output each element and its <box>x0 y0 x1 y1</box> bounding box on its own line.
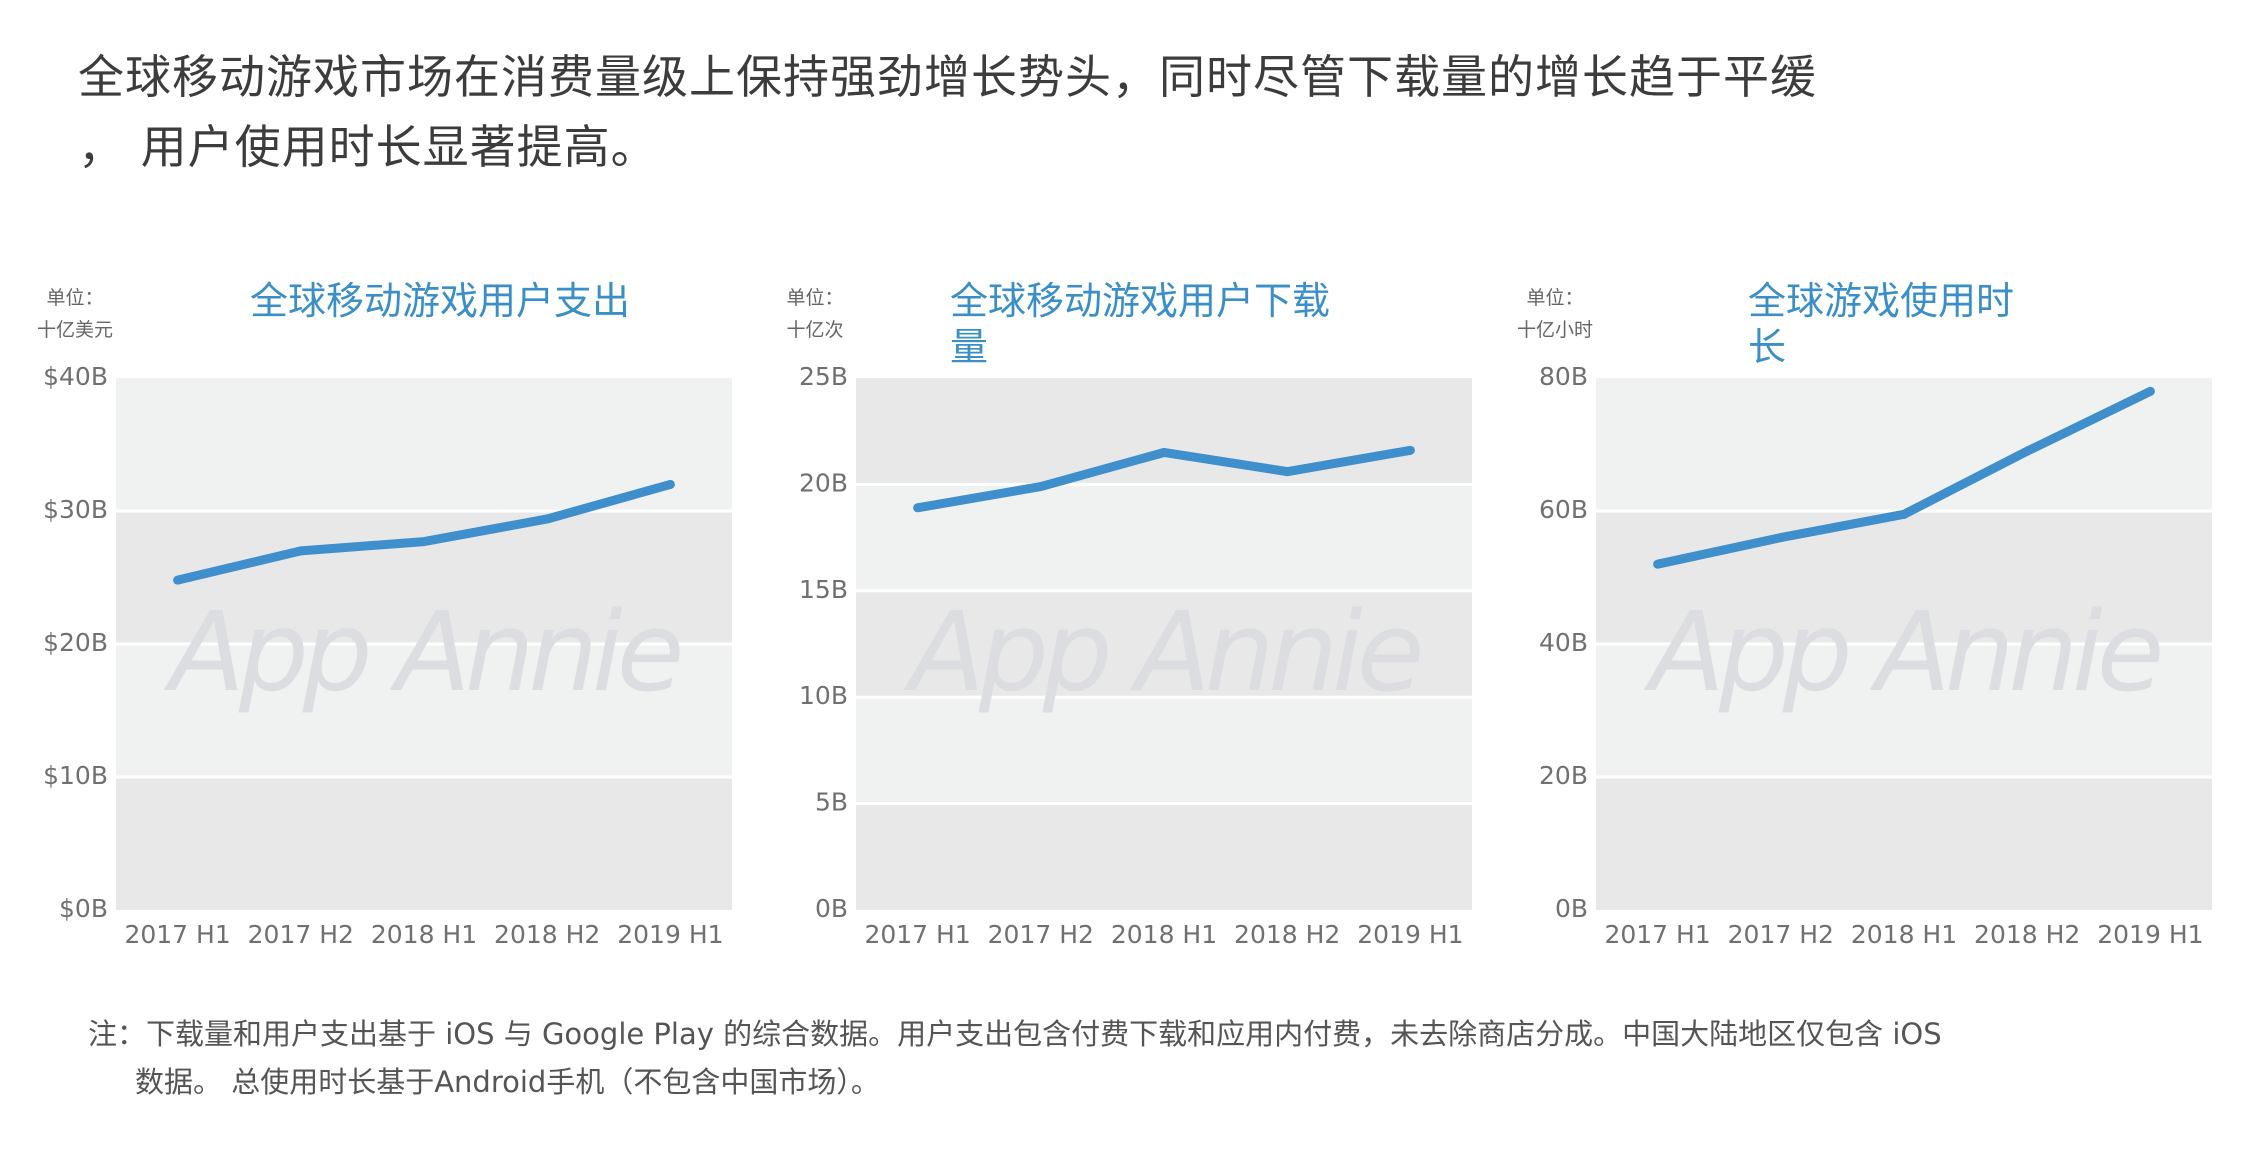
y-tick-label: $20B <box>43 628 108 657</box>
data-point <box>665 479 675 489</box>
data-point <box>1405 445 1415 455</box>
plot-band <box>1596 644 2212 777</box>
footnote: 注：下载量和用户支出基于 iOS 与 Google Play 的综合数据。用户支… <box>88 1010 2188 1106</box>
data-point <box>1159 447 1169 457</box>
x-tick-label: 2017 H2 <box>248 920 354 949</box>
plot-band <box>116 644 732 777</box>
chart-title: 全球移动游戏用户支出 <box>250 279 631 323</box>
chart-panel-spending: 单位： 十亿美元 全球移动游戏用户支出 App Annie $0B $10B $20B… <box>20 270 740 950</box>
data-point <box>1899 509 1909 519</box>
x-tick-label: 2017 H2 <box>1728 920 1834 949</box>
headline-line-1: 全球移动游戏市场在消费量级上保持强劲增长势头，同时尽管下载量的增长趋于平缓 <box>78 50 1817 104</box>
x-tick-label: 2018 H2 <box>1234 920 1340 949</box>
unit-label-line-2: 十亿美元 <box>36 319 113 341</box>
x-tick-label: 2019 H1 <box>2097 920 2203 949</box>
plot-band <box>856 590 1472 698</box>
data-point <box>2145 386 2155 396</box>
data-point <box>2022 446 2032 456</box>
y-tick-label: $0B <box>59 894 108 923</box>
plot-band <box>856 803 1472 910</box>
unit-label: 单位： 十亿次 <box>760 282 870 346</box>
data-point <box>1036 482 1046 492</box>
chart-panel-downloads: 单位： 十亿次 全球移动游戏用户下载量 App Annie 0B 5B 10B 15B 2… <box>760 270 1480 950</box>
y-tick-label: 40B <box>1539 628 1588 657</box>
x-tick-label: 2017 H1 <box>124 920 230 949</box>
footnote-line-2: 数据。 总使用时长基于Android手机（不包含中国市场）。 <box>135 1065 880 1099</box>
plot-band <box>856 378 1472 485</box>
chart-time-spent: App Annie 0B 20B 40B 60B 80B 2017 H1 2017 H2 201… <box>1539 362 2212 949</box>
y-tick-label: $40B <box>43 362 108 391</box>
x-tick-label: 2018 H2 <box>494 920 600 949</box>
data-point <box>419 537 429 547</box>
unit-label-line-2: 十亿次 <box>786 319 844 341</box>
data-point <box>173 575 183 585</box>
watermark-text: App Annie <box>1644 588 2160 716</box>
x-tick-label: 2017 H1 <box>1604 920 1710 949</box>
unit-label-line-1: 单位： <box>1526 287 1584 309</box>
y-tick-label: 80B <box>1539 362 1588 391</box>
plot-band <box>1596 378 2212 511</box>
data-point <box>542 514 552 524</box>
x-tick-label: 2018 H1 <box>371 920 477 949</box>
y-tick-label: 15B <box>799 575 848 604</box>
y-tick-label: 0B <box>815 894 848 923</box>
watermark-text: App Annie <box>904 588 1420 716</box>
x-tick-label: 2018 H1 <box>1111 920 1217 949</box>
unit-label-line-1: 单位： <box>786 287 844 309</box>
y-tick-label: $10B <box>43 761 108 790</box>
plot-band <box>1596 777 2212 910</box>
chart-spending: App Annie $0B $10B $20B $30B $40B 2017 H1 2017 … <box>43 362 732 949</box>
chart-downloads: App Annie 0B 5B 10B 15B 20B 25B 2017 H1 2017 H2 2… <box>799 362 1472 949</box>
x-tick-label: 2018 H2 <box>1974 920 2080 949</box>
data-point <box>1776 533 1786 543</box>
x-tick-label: 2018 H1 <box>1851 920 1957 949</box>
unit-label: 单位： 十亿美元 <box>20 282 130 346</box>
y-tick-label: 20B <box>1539 761 1588 790</box>
y-tick-label: 5B <box>815 788 848 817</box>
headline-line-2: ， 用户使用时长显著提高。 <box>78 120 658 174</box>
footnote-line-1: 注：下载量和用户支出基于 iOS 与 Google Play 的综合数据。用户支… <box>88 1017 1942 1051</box>
plot-band <box>116 511 732 644</box>
y-tick-label: 60B <box>1539 495 1588 524</box>
unit-label-line-2: 十亿小时 <box>1516 319 1593 341</box>
y-tick-label: 0B <box>1555 894 1588 923</box>
y-tick-label: 10B <box>799 681 848 710</box>
x-tick-label: 2019 H1 <box>617 920 723 949</box>
data-point <box>913 503 923 513</box>
x-tick-label: 2017 H2 <box>988 920 1094 949</box>
unit-label: 单位： 十亿小时 <box>1500 282 1610 346</box>
y-tick-label: 25B <box>799 362 848 391</box>
plot-band <box>856 697 1472 804</box>
plot-band <box>116 777 732 910</box>
chart-panel-time-spent: 单位： 十亿小时 全球游戏使用时长 App Annie 0B 20B 40B 60B 80… <box>1500 270 2220 950</box>
x-tick-label: 2019 H1 <box>1357 920 1463 949</box>
headline: 全球移动游戏市场在消费量级上保持强劲增长势头，同时尽管下载量的增长趋于平缓 ， … <box>78 42 1978 182</box>
unit-label-line-1: 单位： <box>46 287 104 309</box>
y-tick-label: $30B <box>43 495 108 524</box>
x-tick-label: 2017 H1 <box>864 920 970 949</box>
y-tick-label: 20B <box>799 468 848 497</box>
chart-title: 全球游戏使用时长 <box>1748 279 2015 369</box>
data-point <box>296 546 306 556</box>
watermark-text: App Annie <box>164 588 680 716</box>
plot-band <box>116 378 732 511</box>
chart-title: 全球移动游戏用户下载量 <box>950 279 1331 369</box>
data-point <box>1282 467 1292 477</box>
plot-band <box>1596 511 2212 644</box>
data-point <box>1653 559 1663 569</box>
